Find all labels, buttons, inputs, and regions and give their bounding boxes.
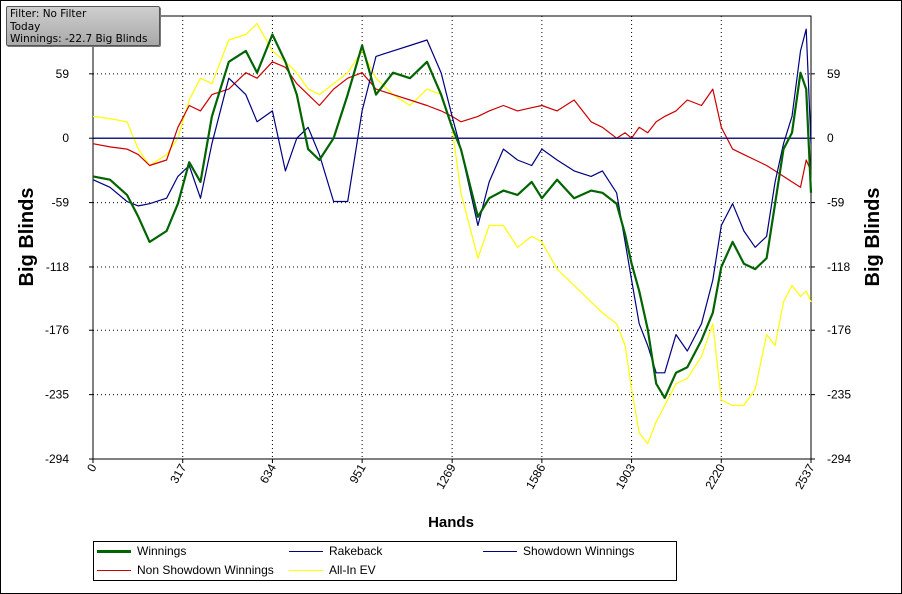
y-tick-label-right: 0 — [827, 131, 834, 145]
y-tick-label-left: -176 — [45, 323, 69, 337]
ticks: 0 317 634 951 1269 1586 1903 2220 2537 59 59 0 0 -59 -… — [45, 67, 851, 492]
series-layer — [92, 23, 813, 445]
legend-swatch-all-in-ev — [289, 570, 323, 571]
x-tick-label: 0 — [84, 461, 100, 474]
x-tick-label: 1903 — [613, 461, 639, 491]
winnings-summary-line: Winnings: -22.7 Big Blinds — [10, 33, 148, 45]
x-tick-label: 951 — [347, 461, 369, 486]
y-tick-label-left: -118 — [46, 260, 69, 274]
y-tick-label-left: -294 — [45, 452, 69, 466]
legend-swatch-non-showdown-winnings — [97, 570, 131, 571]
y-tick-label-left: 0 — [62, 131, 69, 145]
x-axis-label: Hands — [428, 514, 474, 531]
series-line-winnings — [92, 33, 813, 399]
filter-info-box: Filter: No Filter Today Winnings: -22.7 … — [6, 6, 160, 46]
x-tick-label: 2220 — [702, 461, 728, 491]
y-tick-label-right: -176 — [827, 323, 851, 337]
y-tick-label-right: 59 — [827, 67, 841, 81]
x-tick-label: 1269 — [433, 461, 459, 491]
y-tick-label-right: -294 — [827, 452, 851, 466]
x-tick-label: 634 — [257, 461, 279, 486]
legend-swatch-winnings — [97, 550, 131, 553]
legend-label-non-showdown-winnings: Non Showdown Winnings — [137, 563, 274, 577]
legend-label-showdown-winnings: Showdown Winnings — [523, 544, 635, 558]
x-tick-label: 317 — [167, 461, 189, 486]
y-tick-label-right: -59 — [827, 196, 845, 210]
series-line-all-in-ev — [92, 23, 812, 445]
x-tick-label: 2537 — [792, 461, 818, 491]
legend-label-winnings: Winnings — [137, 544, 187, 558]
legend-label-rakeback: Rakeback — [329, 544, 383, 558]
grid — [93, 16, 811, 460]
legend-label-all-in-ev: All-In EV — [329, 563, 376, 577]
legend-swatch-showdown-winnings — [483, 551, 517, 552]
y-tick-label-left: -59 — [52, 196, 70, 210]
y-tick-label-left: 59 — [56, 67, 70, 81]
series-line-showdown-winnings — [92, 28, 812, 374]
y-axis-label-right: Big Blinds — [862, 188, 884, 287]
filter-line: Filter: No Filter — [10, 8, 87, 20]
legend-swatch-rakeback — [289, 551, 323, 552]
y-tick-label-right: -118 — [827, 260, 850, 274]
y-tick-label-right: -235 — [827, 388, 851, 402]
legend: Winnings Rakeback Showdown Winnings Non … — [93, 541, 677, 581]
y-tick-label-left: -235 — [45, 388, 69, 402]
y-axis-label-left: Big Blinds — [16, 188, 38, 287]
x-tick-label: 1586 — [523, 461, 549, 491]
date-range-line: Today — [10, 20, 41, 33]
